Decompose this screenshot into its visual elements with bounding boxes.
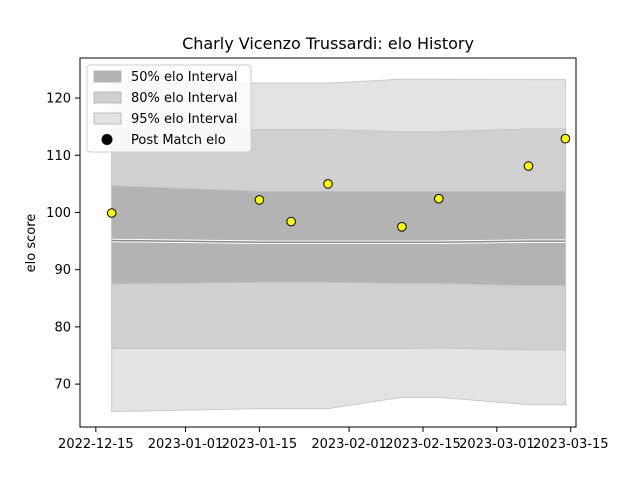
x-tick-label: 2023-01-01 bbox=[148, 437, 224, 452]
post-match-points bbox=[106, 133, 571, 232]
post-match-point bbox=[254, 195, 265, 205]
legend-swatch-50-elo-interval bbox=[93, 70, 122, 83]
interval-bands bbox=[111, 78, 566, 413]
post-match-point bbox=[434, 193, 444, 204]
plot-frame bbox=[79, 57, 577, 428]
legend-label: 95% elo Interval bbox=[131, 112, 238, 127]
chart-title: Charly Vicenzo Trussardi: elo History bbox=[182, 34, 474, 53]
legend-label: 80% elo Interval bbox=[131, 91, 238, 106]
y-axis-ticks: 70 80 90 100 110 120 bbox=[46, 92, 80, 393]
post-match-point bbox=[323, 179, 333, 189]
y-tick-label: 80 bbox=[54, 320, 71, 335]
y-tick-label: 100 bbox=[46, 206, 71, 221]
x-tick-label: 2023-03-15 bbox=[533, 437, 609, 452]
y-tick-label: 120 bbox=[46, 92, 71, 107]
y-tick-label: 90 bbox=[54, 263, 71, 278]
x-tick-label: 2023-02-15 bbox=[385, 437, 461, 452]
legend-box bbox=[86, 64, 252, 153]
mean-elo-line bbox=[111, 239, 566, 243]
post-match-point bbox=[523, 161, 534, 171]
legend-label: 50% elo Interval bbox=[131, 70, 238, 85]
legend-marker-post-match-elo bbox=[101, 134, 113, 145]
mean-elo-line-group bbox=[111, 238, 566, 244]
legend-swatch-80-elo-interval bbox=[93, 91, 122, 104]
post-match-point bbox=[106, 208, 117, 218]
legend: 50% elo Interval 80% elo Interval 95% elo … bbox=[86, 64, 252, 153]
y-tick-label: 110 bbox=[46, 149, 71, 164]
y-axis-label: elo score bbox=[24, 214, 39, 273]
x-tick-label: 2023-03-01 bbox=[459, 437, 535, 452]
post-match-point bbox=[560, 133, 571, 144]
legend-label: Post Match elo bbox=[131, 133, 226, 148]
legend-swatch-95-elo-interval bbox=[93, 112, 122, 125]
post-match-point bbox=[286, 216, 296, 227]
x-tick-label: 2023-01-15 bbox=[222, 437, 298, 452]
x-tick-label: 2023-02-01 bbox=[311, 437, 387, 452]
x-tick-label: 2022-12-15 bbox=[58, 437, 134, 452]
50-elo-interval-band bbox=[111, 185, 566, 287]
y-tick-label: 70 bbox=[54, 378, 71, 393]
post-match-point bbox=[397, 222, 407, 232]
